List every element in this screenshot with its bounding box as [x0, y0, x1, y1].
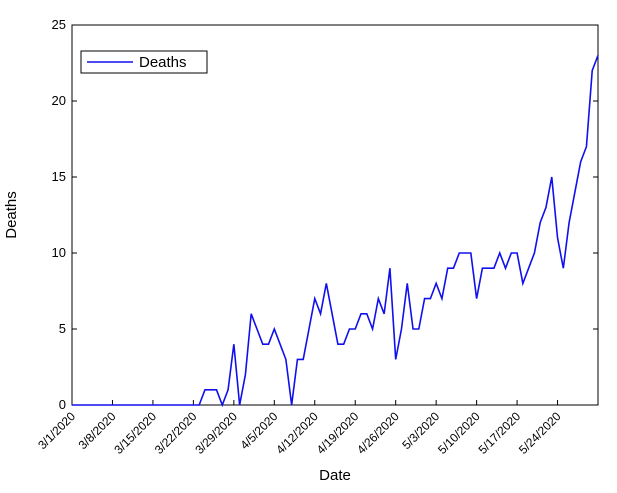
legend: Deaths: [80, 50, 208, 74]
legend-box: [80, 50, 208, 74]
x-tick-label: 3/29/2020: [192, 409, 240, 457]
y-tick-label: 15: [52, 169, 66, 184]
x-tick-label: 4/26/2020: [354, 409, 402, 457]
x-tick-label: 5/10/2020: [435, 409, 483, 457]
x-tick-label: 5/24/2020: [516, 409, 564, 457]
y-tick-label: 25: [52, 17, 66, 32]
legend-label: Deaths: [139, 54, 187, 71]
x-tick-label: 3/15/2020: [111, 409, 159, 457]
x-tick-label: 4/19/2020: [314, 409, 362, 457]
data-line: [72, 55, 599, 408]
x-tick-label: 3/1/2020: [35, 409, 78, 452]
plot-frame: [71, 24, 599, 406]
y-tick-label: 0: [59, 397, 66, 412]
y-axis-label: Deaths: [3, 191, 20, 239]
y-tick-label: 20: [52, 93, 66, 108]
x-tick-label: 5/17/2020: [476, 409, 524, 457]
y-tick-label: 10: [52, 245, 66, 260]
x-axis-label: Date: [319, 467, 351, 484]
y-tick-label: 5: [59, 321, 66, 336]
x-tick-label: 3/22/2020: [152, 409, 200, 457]
x-tick-label: 4/12/2020: [273, 409, 321, 457]
